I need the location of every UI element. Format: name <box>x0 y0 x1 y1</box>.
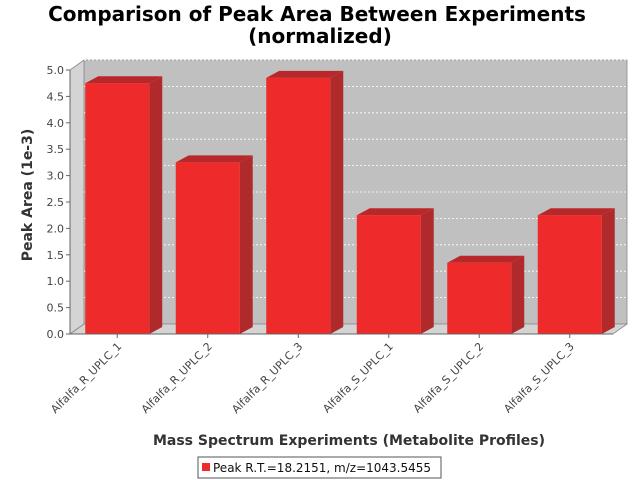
y-tick-label: 4.0 <box>47 117 65 130</box>
y-tick-label: 3.0 <box>47 170 65 183</box>
bar-front <box>266 77 331 335</box>
bar <box>537 208 615 334</box>
bar-front <box>175 162 240 334</box>
x-tick-label: Alfalfa_R_UPLC_2 <box>139 340 215 416</box>
x-tick-label: Alfalfa_S_UPLC_2 <box>411 340 487 416</box>
y-tick-label: 2.0 <box>47 222 65 235</box>
bar <box>85 76 163 334</box>
bar-front <box>356 215 421 334</box>
bar <box>356 208 434 334</box>
y-axis-label: Peak Area (1e-3) <box>20 129 36 262</box>
bar-side <box>601 208 615 334</box>
x-axis-label: Mass Spectrum Experiments (Metabolite Pr… <box>153 433 545 449</box>
bar-top <box>85 76 163 84</box>
chart-title: Comparison of Peak Area Between Experime… <box>48 2 586 26</box>
chart-subtitle: (normalized) <box>248 24 392 48</box>
bar-front <box>85 83 150 334</box>
bar-side <box>239 155 253 334</box>
bar-side <box>511 255 525 334</box>
bar-front <box>537 215 602 334</box>
x-tick-label: Alfalfa_R_UPLC_1 <box>48 340 124 416</box>
x-tick-label: Alfalfa_R_UPLC_3 <box>229 340 305 416</box>
y-tick-label: 5.0 <box>47 64 65 77</box>
y-tick-label: 2.5 <box>47 196 65 209</box>
bar <box>447 255 525 334</box>
x-tick-label: Alfalfa_S_UPLC_1 <box>320 340 396 416</box>
bar-top <box>266 70 344 78</box>
y-tick-label: 1.0 <box>47 275 65 288</box>
plot-left-wall <box>69 59 85 335</box>
y-axis: 0.0 0.5 1.0 1.5 2.0 2.5 3.0 3.5 4.0 4.5 5.0 <box>47 64 71 341</box>
legend-swatch <box>202 463 210 471</box>
bar-top <box>175 155 253 163</box>
x-axis: Alfalfa_R_UPLC_1 Alfalfa_R_UPLC_2 Alfalfa_… <box>48 333 613 416</box>
legend: Peak R.T.=18.2151, m/z=1043.5455 <box>197 456 442 479</box>
x-tick-label: Alfalfa_S_UPLC_3 <box>501 340 577 416</box>
y-tick-label: 4.5 <box>47 90 65 103</box>
bar-front <box>447 262 512 334</box>
legend-label: Peak R.T.=18.2151, m/z=1043.5455 <box>213 461 431 475</box>
y-tick-label: 0.5 <box>47 302 65 315</box>
bar-top <box>356 208 434 216</box>
bar-side <box>330 70 344 335</box>
bar-top <box>447 255 525 263</box>
bar-side <box>149 76 163 334</box>
y-tick-label: 0.0 <box>47 328 65 341</box>
gridlines <box>84 59 627 299</box>
y-tick-label: 1.5 <box>47 249 65 262</box>
bar <box>175 155 253 334</box>
bars <box>85 70 615 335</box>
bar-top <box>537 208 615 216</box>
bar-side <box>420 208 434 334</box>
y-tick-label: 3.5 <box>47 143 65 156</box>
bar <box>266 70 344 335</box>
legend-box <box>197 456 442 479</box>
